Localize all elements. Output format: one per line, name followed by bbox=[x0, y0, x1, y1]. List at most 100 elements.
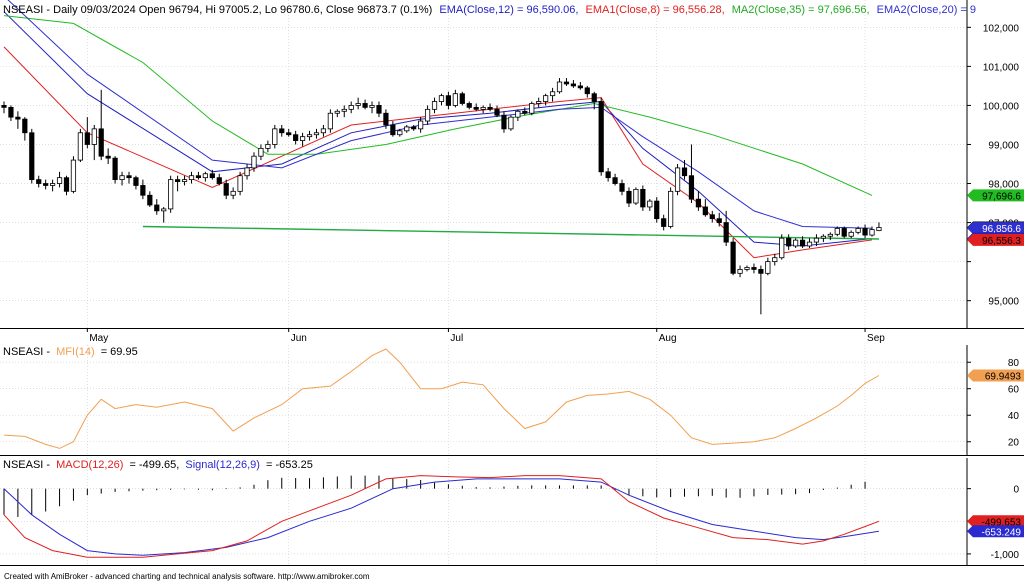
price-header-ema8: EMA1(Close,8) = 96,556.28, bbox=[586, 4, 725, 16]
price-tick-label: 101,000 bbox=[983, 62, 1020, 73]
candle-body bbox=[63, 177, 70, 192]
candle-body bbox=[348, 105, 354, 110]
series-line-ema1-close-8 bbox=[3, 46, 873, 259]
price-header: NSEASI - Daily 09/03/2024 Open 96794, Hi… bbox=[3, 4, 976, 16]
candle-body bbox=[265, 144, 271, 149]
price-value-tag-0 bbox=[967, 189, 1024, 202]
mfi-tick-label: 60 bbox=[1008, 385, 1020, 396]
candle-body bbox=[70, 159, 77, 192]
candle-body bbox=[494, 108, 500, 116]
candle-body bbox=[168, 179, 174, 210]
candle-body bbox=[15, 116, 21, 120]
price-header-ema20: EMA2(Close,20) = 9 bbox=[877, 4, 976, 16]
candle-body bbox=[390, 124, 396, 136]
price-panel[interactable]: 95,00097,00098,00099,000100,000101,00010… bbox=[0, 0, 1024, 344]
macd-header-macd-value: = -499.65, bbox=[129, 459, 179, 471]
macd-panel[interactable]: -1,000-5000-499.653-653.249 bbox=[0, 458, 1024, 566]
macd-header-macd: MACD(12,26) bbox=[56, 459, 123, 471]
candle-body bbox=[772, 257, 778, 263]
candle-body bbox=[8, 106, 14, 118]
series-line-signal bbox=[3, 478, 879, 556]
candle-body bbox=[577, 85, 583, 89]
price-value-tag-label-0: 97,696.6 bbox=[982, 191, 1021, 202]
candle-body bbox=[709, 214, 715, 220]
macd-header-signal-value: = -653.25 bbox=[266, 459, 313, 471]
price-header-prefix: NSEASI - Daily 09/03/2024 Open 96794, Hi… bbox=[3, 4, 432, 16]
candle-body bbox=[140, 185, 146, 196]
candle-body bbox=[209, 173, 215, 179]
mfi-tick-label: 20 bbox=[1008, 438, 1020, 449]
candle-body bbox=[744, 267, 750, 270]
candle-body bbox=[418, 120, 424, 130]
candle-body bbox=[154, 204, 160, 212]
candle-body bbox=[848, 231, 854, 237]
candle-body bbox=[612, 177, 618, 184]
candle-body bbox=[369, 105, 375, 108]
candle-body bbox=[681, 167, 688, 177]
price-header-ma35: MA2(Close,35) = 97,696.56, bbox=[732, 4, 870, 16]
candle-body bbox=[438, 95, 445, 102]
price-value-tag-2 bbox=[967, 222, 1024, 235]
candle-body bbox=[702, 206, 708, 216]
candle-body bbox=[216, 177, 222, 184]
candle-body bbox=[730, 241, 736, 274]
mfi-panel[interactable]: 20 40 60 80 69.9493 bbox=[0, 345, 1024, 456]
candle-body bbox=[362, 103, 368, 108]
candle-body bbox=[223, 183, 229, 196]
candle-body bbox=[411, 126, 417, 130]
macd-tick-label: -1,000 bbox=[991, 550, 1020, 561]
candle-body bbox=[1, 105, 7, 108]
candle-body bbox=[22, 118, 28, 134]
candle-body bbox=[841, 228, 847, 237]
candle-body bbox=[799, 239, 806, 247]
candle-body bbox=[820, 235, 826, 239]
candle-body bbox=[286, 132, 292, 136]
month-label-may: May bbox=[89, 333, 108, 344]
candle-body bbox=[313, 132, 320, 136]
candle-body bbox=[640, 188, 646, 208]
candle-body bbox=[341, 108, 347, 112]
price-value-tag-label-2: 96,856.6 bbox=[982, 224, 1021, 235]
macd-value-tag-0 bbox=[967, 515, 1024, 528]
candle-body bbox=[737, 269, 743, 274]
candle-body bbox=[466, 103, 472, 108]
candle-body bbox=[563, 81, 570, 85]
macd-value-tag-label-0: -499.653 bbox=[982, 517, 1022, 528]
candle-body bbox=[869, 229, 875, 236]
price-tick-label: 102,000 bbox=[983, 23, 1020, 34]
candle-body bbox=[279, 128, 285, 134]
candle-body bbox=[230, 190, 236, 196]
candle-body bbox=[404, 126, 410, 132]
candle-body bbox=[834, 228, 840, 235]
candle-body bbox=[723, 222, 729, 243]
candle-body bbox=[272, 128, 278, 145]
series-line-mfi-14 bbox=[3, 348, 880, 449]
candle-body bbox=[779, 237, 785, 259]
candle-body bbox=[29, 132, 35, 181]
candle-body bbox=[431, 101, 438, 110]
macd-header-prefix: NSEASI - bbox=[3, 459, 50, 471]
candle-body bbox=[397, 130, 403, 136]
candle-body bbox=[105, 155, 111, 159]
candle-body bbox=[237, 175, 243, 192]
candle-body bbox=[119, 175, 125, 181]
candle-body bbox=[251, 155, 257, 169]
macd-value-tag-1 bbox=[967, 525, 1024, 538]
candle-body bbox=[688, 175, 695, 200]
candle-body bbox=[605, 171, 611, 179]
series-line-hline bbox=[142, 225, 879, 240]
candle-body bbox=[556, 81, 563, 93]
candle-body bbox=[647, 200, 653, 208]
candle-body bbox=[633, 188, 639, 204]
price-value-tag-label-4: 96,556.3 bbox=[982, 236, 1021, 247]
mfi-header: NSEASI - MFI(14) = 69.95 bbox=[3, 346, 138, 358]
candle-body bbox=[91, 128, 97, 145]
candle-body bbox=[529, 103, 535, 114]
mfi-tick-label: 80 bbox=[1008, 358, 1020, 369]
month-label-jul: Jul bbox=[450, 333, 463, 344]
mfi-header-value: = 69.95 bbox=[101, 346, 138, 358]
macd-tick-label: 0 bbox=[1013, 485, 1019, 496]
candle-body bbox=[77, 132, 83, 161]
candle-body bbox=[258, 147, 264, 157]
